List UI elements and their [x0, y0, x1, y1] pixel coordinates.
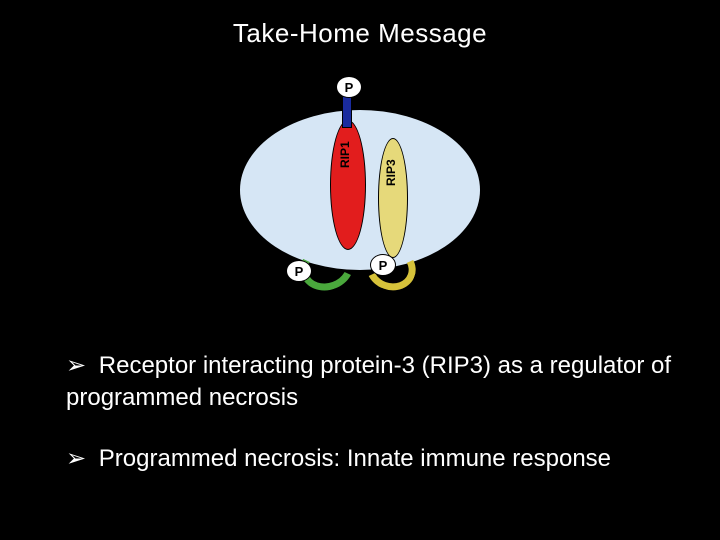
connector-bar [342, 94, 352, 128]
slide-title: Take-Home Message [0, 18, 720, 49]
phospho-badge-top: P [336, 76, 362, 98]
bullet-item: ➢ Programmed necrosis: Innate immune res… [66, 443, 680, 475]
rip-diagram: RIP1 RIP3 P P P [230, 60, 490, 320]
bullet-item: ➢ Receptor interacting protein-3 (RIP3) … [66, 350, 680, 415]
bullet-list: ➢ Receptor interacting protein-3 (RIP3) … [66, 350, 680, 503]
phospho-badge-right: P [370, 254, 396, 276]
bullet-arrow-icon: ➢ [66, 350, 86, 382]
bullet-arrow-icon: ➢ [66, 443, 86, 475]
bullet-text: Receptor interacting protein-3 (RIP3) as… [66, 352, 671, 411]
rip1-shape [330, 120, 366, 250]
phospho-badge-left: P [286, 260, 312, 282]
rip1-label: RIP1 [338, 141, 352, 168]
bullet-text: Programmed necrosis: Innate immune respo… [99, 445, 611, 472]
rip3-label: RIP3 [384, 159, 398, 186]
rip3-shape [378, 138, 408, 258]
